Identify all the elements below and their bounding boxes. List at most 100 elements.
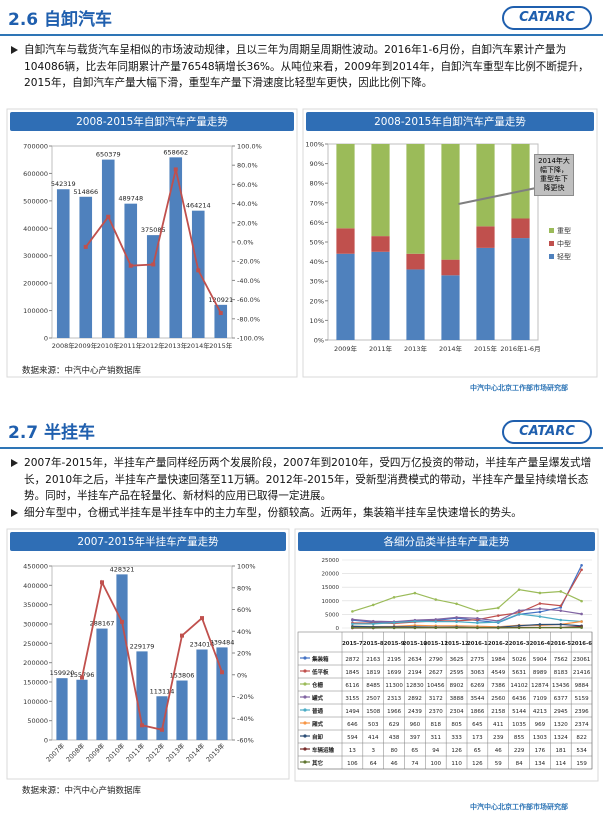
line-marker — [106, 214, 111, 219]
row-label: 罐式 — [311, 694, 324, 702]
line-marker — [559, 618, 563, 622]
y2-tick-label: -60% — [237, 737, 254, 745]
line-marker — [371, 622, 375, 626]
data-label: 113114 — [150, 687, 175, 695]
table-cell: 2507 — [366, 696, 380, 702]
data-label: 464214 — [186, 202, 211, 210]
line-marker — [151, 262, 156, 267]
table-cell: 646 — [347, 722, 358, 728]
table-cell: 126 — [472, 761, 483, 767]
table-cell: 13 — [349, 748, 356, 754]
line-marker — [180, 633, 184, 638]
table-cell: 80 — [391, 748, 398, 754]
row-label: 车辆运输 — [312, 746, 335, 754]
line-marker — [434, 626, 438, 630]
line-marker — [100, 580, 104, 585]
x-tick-label: 2014年 — [187, 341, 211, 350]
table-cell: 13436 — [552, 683, 570, 689]
line-marker — [476, 617, 479, 620]
table-cell: 414 — [368, 735, 379, 741]
y-tick-label: 5000 — [325, 612, 339, 618]
table-cell: 100 — [431, 761, 442, 767]
table-cell: 110 — [451, 761, 462, 767]
table-cell: 3544 — [470, 696, 484, 702]
data-label: 658662 — [163, 148, 188, 156]
table-cell: 94 — [432, 748, 439, 754]
table-cell: 960 — [410, 722, 421, 728]
data-label: 514866 — [73, 188, 98, 196]
chart-title: 2008-2015年自卸汽车产量走势 — [76, 115, 228, 128]
line-marker — [538, 626, 542, 629]
y-tick-label: 700000 — [23, 143, 48, 151]
table-cell: 5904 — [533, 657, 547, 663]
bar-segment — [441, 275, 460, 340]
legend-key-marker — [303, 721, 307, 725]
table-header: 2016-2 — [488, 641, 509, 647]
table-header: 2016-1 — [467, 641, 488, 647]
y2-tick-label: 100% — [237, 563, 256, 571]
y-tick-label: 10000 — [322, 599, 340, 605]
growth-line — [81, 579, 223, 731]
line-marker — [476, 621, 479, 625]
table-cell: 12874 — [531, 683, 549, 689]
y-tick-label: 40% — [310, 258, 324, 266]
line-marker — [351, 626, 354, 630]
table-cell: 159 — [576, 761, 587, 767]
table-cell: 21416 — [573, 670, 591, 676]
table-cell: 64 — [370, 761, 377, 767]
table-cell: 6116 — [345, 683, 359, 689]
table-cell: 5159 — [575, 696, 589, 702]
line-marker — [559, 609, 563, 612]
y-tick-label: 0 — [44, 737, 48, 745]
bar-segment — [406, 253, 425, 270]
footer: 中汽中心北京工作部市场研究部 — [470, 384, 568, 392]
table-cell: 181 — [556, 748, 567, 754]
line-marker — [392, 621, 396, 624]
bar — [191, 210, 205, 338]
line-marker — [371, 626, 375, 630]
y-tick-label: 60% — [310, 219, 324, 227]
table-cell: 2158 — [491, 709, 505, 715]
y2-tick-label: 20% — [237, 650, 251, 658]
table-cell: 2634 — [408, 657, 422, 663]
chart-title: 2007-2015年半挂车产量走势 — [77, 535, 219, 548]
table-cell: 969 — [535, 722, 546, 728]
table-cell: 1984 — [491, 657, 505, 663]
y2-tick-label: 80% — [237, 584, 251, 592]
data-label: 239484 — [210, 638, 235, 646]
table-cell: 176 — [535, 748, 546, 754]
table-cell: 23061 — [573, 657, 591, 663]
y2-tick-label: 40% — [237, 628, 251, 636]
row-label: 集装箱 — [311, 655, 329, 663]
legend-key-marker — [303, 695, 307, 699]
table-header: 2015-9 — [384, 641, 405, 647]
line-marker — [496, 614, 500, 617]
table-cell: 6377 — [554, 696, 568, 702]
line-marker — [538, 602, 542, 605]
line-marker — [455, 616, 458, 619]
y-tick-label: 350000 — [23, 601, 48, 609]
table-cell: 65 — [474, 748, 481, 754]
table-cell: 503 — [368, 722, 379, 728]
table-cell: 1035 — [512, 722, 526, 728]
legend-key-marker — [303, 734, 307, 738]
legend-key-marker — [303, 656, 307, 660]
y2-tick-label: -60.0% — [237, 296, 260, 304]
table-header: 2015-11 — [424, 641, 449, 647]
y-tick-label: 10% — [310, 317, 324, 325]
line-marker — [392, 626, 396, 630]
y2-tick-label: 100.0% — [237, 143, 262, 151]
bar — [156, 696, 168, 740]
y-tick-label: 200000 — [23, 659, 48, 667]
table-cell: 3155 — [345, 696, 359, 702]
line-marker — [559, 604, 563, 608]
y2-tick-label: 80.0% — [237, 162, 258, 170]
y-tick-label: 300000 — [23, 621, 48, 629]
y-tick-label: 30% — [310, 278, 324, 286]
table-cell: 229 — [514, 748, 525, 754]
bar — [136, 651, 148, 740]
table-cell: 46 — [495, 748, 502, 754]
table-cell: 2439 — [408, 709, 422, 715]
line-marker — [413, 626, 417, 630]
data-label: 153806 — [170, 672, 195, 680]
